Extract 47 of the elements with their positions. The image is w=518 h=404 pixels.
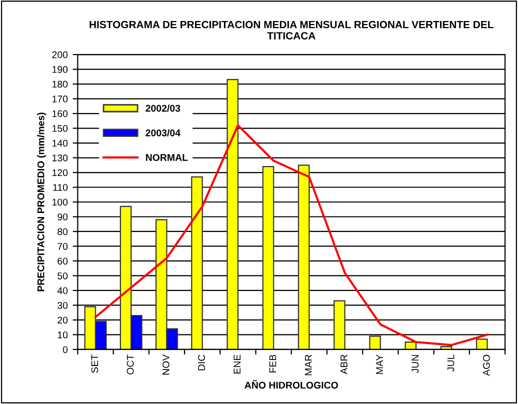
bar: [226, 79, 239, 350]
y-tick-label: 50: [58, 272, 68, 280]
y-tick-label: 180: [52, 80, 68, 88]
y-tick-label: 20: [58, 316, 68, 324]
bar: [298, 164, 310, 350]
bar: [334, 300, 346, 350]
y-tick-label: 60: [58, 258, 68, 265]
y-tick-label: 10: [58, 331, 68, 338]
y-tick-label: 190: [52, 66, 68, 73]
y-tick-label: 30: [58, 302, 68, 309]
y-tick-label: 70: [58, 242, 68, 250]
y-tick-label: 130: [52, 154, 68, 162]
y-tick-label: 80: [58, 228, 68, 236]
x-tick-label: ENE: [234, 354, 240, 374]
x-tick-label: OCT: [126, 354, 134, 374]
y-tick-label: 40: [57, 287, 68, 294]
chart-title: HISTOGRAMA DE PRECIPITACION MEDIA MENSUAL REGIONAL VERTIENTE DEL TITICACA: [90, 20, 494, 40]
x-tick-label: ABR: [340, 354, 348, 374]
y-tick-label: 150: [52, 125, 68, 132]
y-tick-label: 170: [52, 96, 68, 102]
x-tick-label: AGO: [482, 354, 490, 376]
x-axis-title: AÑO HIDROLOGICO: [244, 380, 338, 389]
bar: [476, 338, 488, 350]
x-tick-label: DIC: [198, 354, 205, 370]
y-tick-label: 200: [52, 51, 68, 58]
y-tick-label: 120: [52, 169, 68, 176]
line-series: [94, 124, 488, 346]
legend-label: 2003/04: [146, 129, 180, 136]
y-tick-label: 0: [62, 346, 68, 354]
x-tick-label: NOV: [162, 354, 170, 375]
legend-label: 2002/03: [146, 104, 180, 112]
x-tick-label: FEB: [269, 354, 276, 372]
x-tick-label: MAR: [305, 354, 312, 376]
x-tick-label: SET: [91, 354, 98, 373]
y-tick-label: 90: [58, 213, 68, 220]
y-tick-label: 160: [52, 110, 68, 118]
bar: [262, 166, 274, 350]
y-tick-label: 110: [53, 184, 68, 191]
y-axis-title: PRECIPITACION PROMEDIO (mm/mes): [37, 112, 46, 292]
y-tick-label: 140: [52, 140, 68, 147]
y-tick-label: 100: [52, 198, 68, 206]
x-tick-label: JUN: [412, 355, 419, 374]
x-tick-label: MAY: [376, 354, 383, 374]
legend-label: NORMAL: [146, 154, 188, 161]
x-tick-label: JUL: [447, 354, 454, 372]
bar: [191, 176, 203, 350]
bar: [369, 336, 381, 350]
